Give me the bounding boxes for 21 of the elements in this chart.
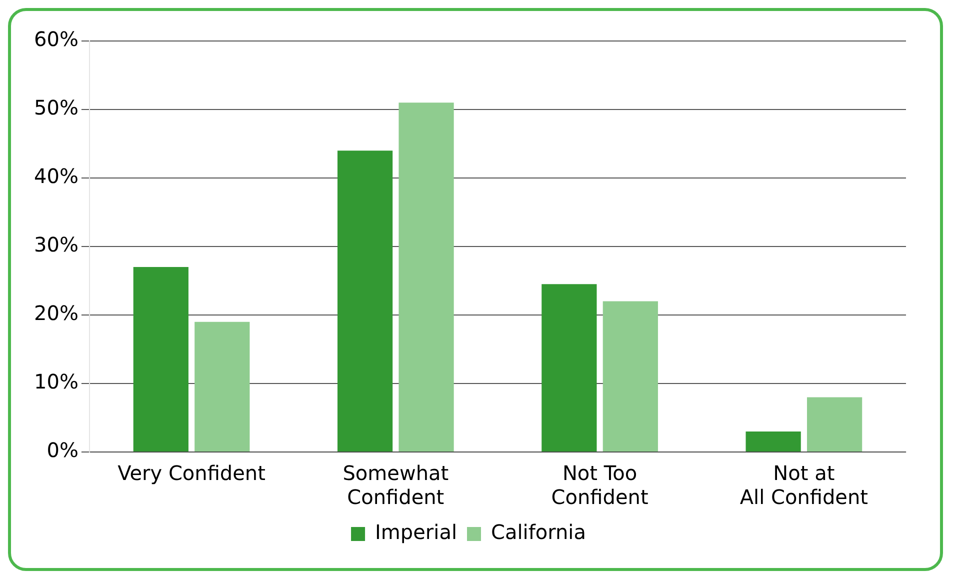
bar: [542, 284, 597, 452]
bar: [194, 322, 250, 452]
y-tick-label: 40%: [34, 164, 78, 188]
y-tick-label: 60%: [34, 27, 78, 52]
bar: [337, 150, 393, 452]
bar: [133, 267, 188, 452]
y-tick-label: 30%: [34, 232, 78, 257]
legend-label: California: [491, 520, 586, 544]
y-tick-label: 10%: [34, 370, 78, 394]
bar: [806, 397, 862, 452]
x-tick-label: Not at All Confident: [740, 461, 868, 510]
legend-label: Imperial: [375, 520, 458, 544]
bar: [746, 431, 801, 452]
y-tick-label: 20%: [34, 301, 78, 326]
bar: [602, 301, 658, 452]
x-tick-label: Very Confident: [118, 461, 266, 486]
x-tick-label: Somewhat Confident: [342, 461, 449, 510]
y-tick-label: 50%: [34, 96, 78, 120]
x-tick-label: Not Too Confident: [551, 461, 648, 510]
bar: [398, 102, 454, 452]
y-tick-label: 0%: [46, 438, 78, 462]
